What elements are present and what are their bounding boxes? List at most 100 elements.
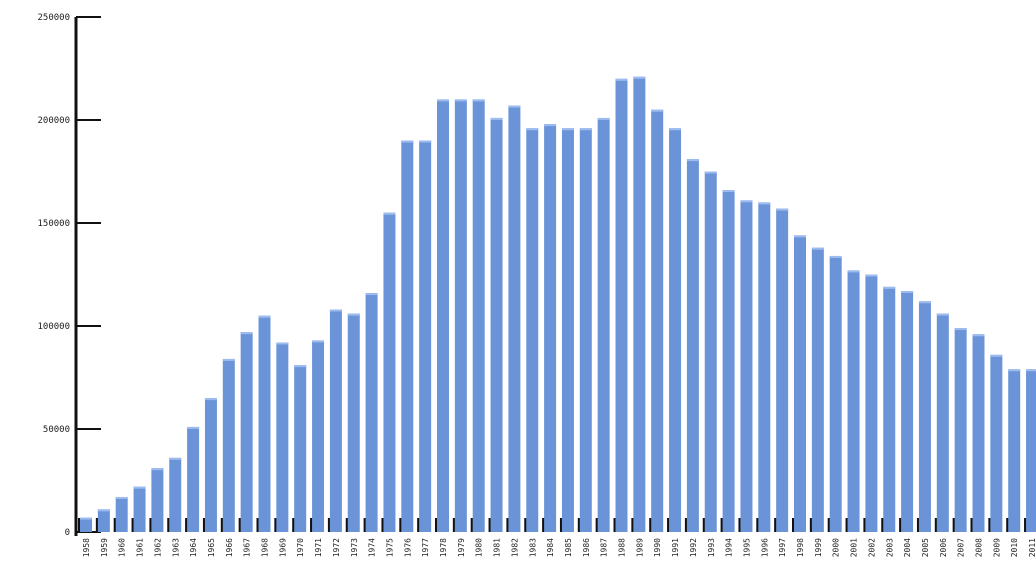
x-tick bbox=[220, 518, 224, 532]
x-tick-label: 1992 bbox=[689, 538, 698, 557]
bar-top-highlight bbox=[347, 313, 360, 316]
x-tick bbox=[970, 518, 973, 532]
bar-top-highlight bbox=[1026, 369, 1036, 372]
bar-top-highlight bbox=[954, 328, 967, 331]
bar bbox=[526, 128, 539, 533]
x-tick bbox=[899, 518, 902, 532]
bar-top-highlight bbox=[651, 109, 664, 112]
x-tick-label: 2006 bbox=[939, 538, 948, 557]
y-tick-label: 0 bbox=[65, 528, 70, 538]
x-tick bbox=[649, 518, 652, 532]
x-tick-label: 1999 bbox=[814, 538, 823, 557]
x-tick-label: 2007 bbox=[957, 538, 966, 557]
bar-top-highlight bbox=[544, 124, 557, 127]
bar-top-highlight bbox=[633, 76, 646, 79]
x-tick-label: 1970 bbox=[296, 538, 305, 557]
bar bbox=[419, 140, 432, 532]
x-tick-label: 1995 bbox=[742, 538, 751, 557]
bar-top-highlight bbox=[776, 208, 789, 211]
bar bbox=[115, 496, 128, 532]
x-tick-label: 1981 bbox=[493, 538, 502, 557]
bar bbox=[776, 208, 789, 532]
bar-top-highlight bbox=[829, 255, 842, 258]
bar-top-highlight bbox=[918, 301, 931, 304]
x-tick-label: 1979 bbox=[457, 538, 466, 557]
x-tick bbox=[202, 518, 206, 532]
bar bbox=[794, 235, 806, 533]
bar bbox=[294, 365, 307, 532]
x-tick-label: 1978 bbox=[439, 538, 448, 557]
x-tick bbox=[577, 518, 581, 532]
x-tick bbox=[256, 518, 259, 532]
bar-top-highlight bbox=[794, 235, 806, 238]
bar bbox=[240, 332, 253, 532]
bar-top-highlight bbox=[865, 274, 878, 277]
y-tick-label: 50000 bbox=[43, 425, 70, 435]
bar-top-highlight bbox=[811, 247, 824, 250]
x-tick bbox=[399, 518, 402, 532]
bar-top-highlight bbox=[901, 290, 914, 293]
x-tick-label: 2000 bbox=[832, 538, 841, 557]
x-tick-label: 1958 bbox=[82, 538, 91, 557]
bar-top-highlight bbox=[847, 270, 860, 273]
bar bbox=[954, 328, 967, 532]
x-tick bbox=[1024, 518, 1027, 532]
x-tick-label: 2009 bbox=[992, 538, 1001, 557]
x-tick bbox=[934, 518, 938, 532]
bar bbox=[222, 358, 235, 532]
bar-top-highlight bbox=[508, 105, 521, 108]
x-tick-label: 1997 bbox=[778, 538, 787, 557]
bar bbox=[740, 200, 753, 532]
x-tick-label: 1990 bbox=[653, 538, 662, 557]
y-tick-label: 250000 bbox=[37, 13, 70, 23]
x-tick bbox=[559, 518, 563, 532]
bar bbox=[401, 140, 414, 532]
bar-top-highlight bbox=[401, 140, 414, 143]
bar bbox=[561, 128, 574, 533]
x-tick-label: 2002 bbox=[867, 538, 876, 557]
x-tick bbox=[435, 518, 438, 532]
x-tick bbox=[827, 518, 831, 532]
bar-top-highlight bbox=[294, 365, 307, 368]
bar-top-highlight bbox=[204, 398, 217, 401]
x-tick bbox=[756, 518, 759, 532]
x-tick bbox=[78, 518, 81, 532]
bar bbox=[1008, 369, 1021, 532]
x-tick bbox=[131, 518, 135, 532]
bar-top-highlight bbox=[758, 202, 771, 205]
bar-top-highlight bbox=[1008, 369, 1021, 372]
bar-top-highlight bbox=[990, 354, 1003, 357]
bar bbox=[329, 309, 342, 532]
bar bbox=[936, 313, 949, 532]
x-tick bbox=[470, 518, 474, 532]
x-tick-label: 1974 bbox=[368, 538, 377, 557]
x-tick bbox=[595, 518, 599, 532]
x-tick-label: 1961 bbox=[136, 538, 145, 557]
x-tick bbox=[881, 518, 884, 532]
bar bbox=[472, 99, 485, 533]
bar bbox=[865, 274, 878, 532]
y-tick-label: 200000 bbox=[37, 116, 70, 126]
x-tick bbox=[702, 518, 706, 532]
bar-top-highlight bbox=[151, 468, 164, 471]
bar bbox=[97, 509, 110, 532]
x-tick-label: 1985 bbox=[564, 538, 573, 557]
bar-top-highlight bbox=[312, 340, 325, 343]
x-tick-label: 1960 bbox=[118, 538, 127, 557]
x-tick-label: 2011 bbox=[1028, 538, 1036, 557]
bar bbox=[187, 426, 200, 532]
x-tick bbox=[988, 518, 991, 532]
x-tick bbox=[488, 518, 492, 532]
bar-top-highlight bbox=[187, 426, 200, 429]
bar bbox=[901, 290, 914, 532]
bar bbox=[169, 457, 182, 532]
bar-top-highlight bbox=[740, 200, 753, 203]
bar bbox=[1026, 369, 1036, 532]
bar bbox=[615, 78, 628, 533]
x-tick bbox=[381, 518, 384, 532]
x-tick-label: 1977 bbox=[421, 538, 430, 557]
x-tick-label: 1962 bbox=[153, 538, 162, 557]
bar-top-highlight bbox=[669, 128, 682, 131]
bar-top-highlight bbox=[240, 332, 253, 335]
x-tick bbox=[792, 518, 795, 532]
